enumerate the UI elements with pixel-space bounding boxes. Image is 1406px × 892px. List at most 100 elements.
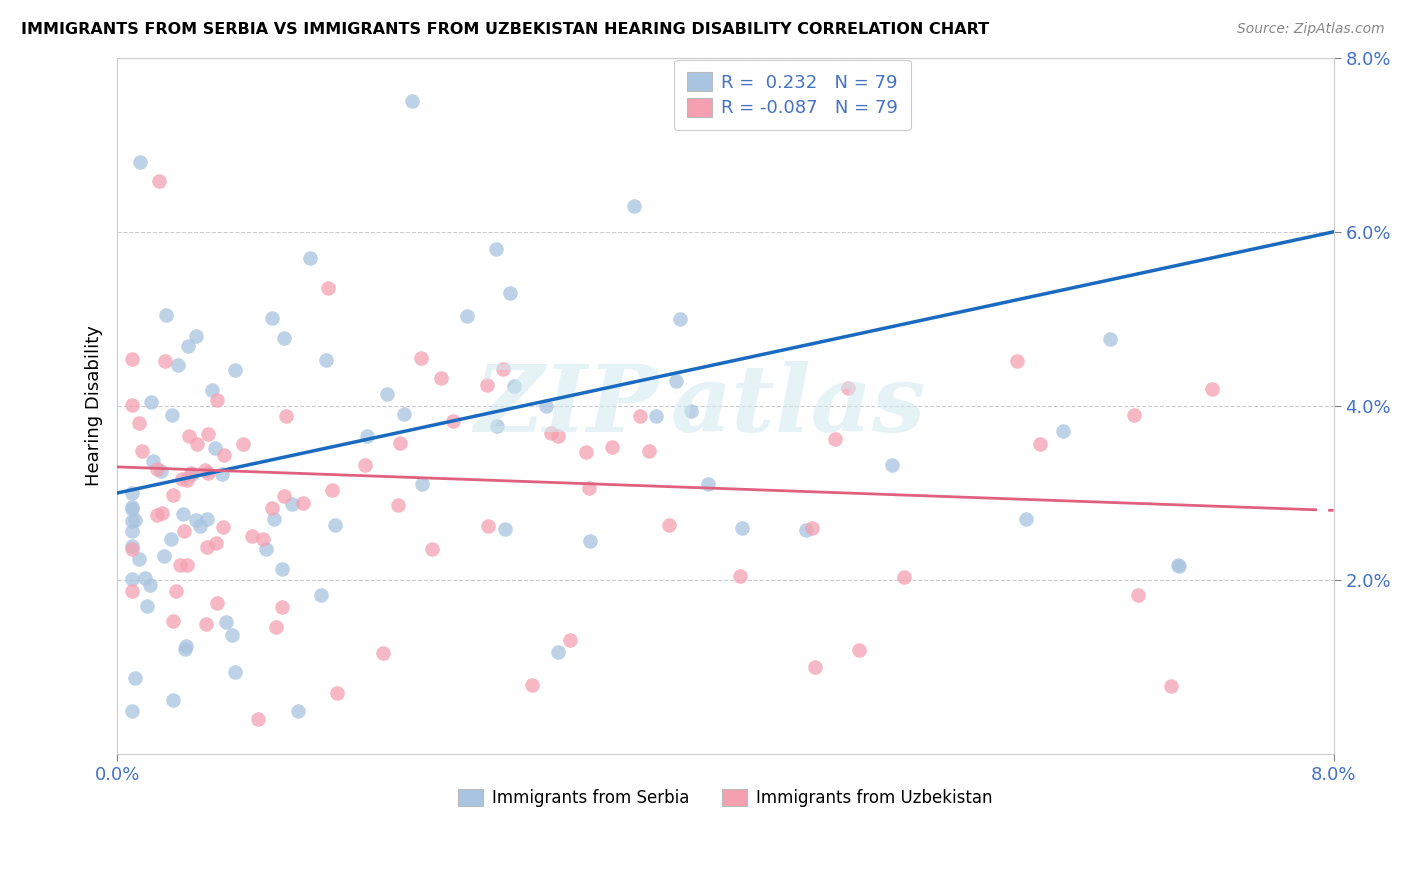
Point — [420, 541, 443, 556]
Point — [211, 467, 233, 481]
Point — [179, 429, 201, 443]
Point — [205, 596, 228, 610]
Point — [121, 541, 143, 556]
Point — [281, 497, 304, 511]
Point — [657, 518, 679, 533]
Point — [146, 508, 169, 522]
Point — [121, 501, 143, 516]
Point — [149, 464, 172, 478]
Point — [146, 462, 169, 476]
Legend: Immigrants from Serbia, Immigrants from Uzbekistan: Immigrants from Serbia, Immigrants from … — [450, 780, 1001, 815]
Point — [273, 489, 295, 503]
Point — [167, 359, 190, 373]
Point — [165, 584, 187, 599]
Point — [1029, 436, 1052, 450]
Point — [172, 507, 194, 521]
Point — [162, 408, 184, 422]
Point — [153, 353, 176, 368]
Point — [252, 533, 274, 547]
Point — [136, 599, 159, 613]
Point — [160, 533, 183, 547]
Point — [214, 448, 236, 462]
Point — [264, 620, 287, 634]
Point — [139, 578, 162, 592]
Point — [273, 331, 295, 345]
Point — [477, 519, 499, 533]
Point — [186, 437, 208, 451]
Point — [121, 352, 143, 367]
Point — [375, 387, 398, 401]
Point — [128, 552, 150, 566]
Point — [728, 569, 751, 583]
Point — [271, 599, 294, 614]
Point — [623, 199, 645, 213]
Point — [195, 540, 218, 554]
Point — [131, 444, 153, 458]
Point — [731, 521, 754, 535]
Point — [124, 513, 146, 527]
Point — [502, 379, 524, 393]
Point — [326, 686, 349, 700]
Point — [232, 437, 254, 451]
Point — [221, 628, 243, 642]
Point — [194, 463, 217, 477]
Point — [224, 665, 246, 679]
Point — [696, 477, 718, 491]
Point — [804, 660, 827, 674]
Point — [1099, 332, 1122, 346]
Point — [240, 529, 263, 543]
Point — [212, 519, 235, 533]
Point — [484, 242, 506, 256]
Point — [494, 522, 516, 536]
Point — [262, 310, 284, 325]
Point — [321, 483, 343, 498]
Point — [315, 352, 337, 367]
Point — [441, 414, 464, 428]
Point — [150, 506, 173, 520]
Point — [354, 458, 377, 472]
Point — [401, 94, 423, 108]
Text: Source: ZipAtlas.com: Source: ZipAtlas.com — [1237, 22, 1385, 37]
Point — [371, 646, 394, 660]
Point — [254, 541, 277, 556]
Text: atlas: atlas — [671, 361, 927, 451]
Point — [824, 432, 846, 446]
Point — [162, 614, 184, 628]
Point — [547, 644, 569, 658]
Text: IMMIGRANTS FROM SERBIA VS IMMIGRANTS FROM UZBEKISTAN HEARING DISABILITY CORRELAT: IMMIGRANTS FROM SERBIA VS IMMIGRANTS FRO… — [21, 22, 990, 37]
Point — [409, 351, 432, 366]
Point — [121, 572, 143, 586]
Point — [323, 517, 346, 532]
Point — [287, 704, 309, 718]
Point — [309, 588, 332, 602]
Point — [186, 329, 208, 343]
Point — [184, 513, 207, 527]
Point — [1201, 382, 1223, 396]
Point — [121, 398, 143, 412]
Point — [181, 467, 204, 481]
Point — [534, 399, 557, 413]
Point — [224, 363, 246, 377]
Point — [801, 521, 824, 535]
Point — [153, 549, 176, 563]
Point — [148, 173, 170, 187]
Point — [292, 496, 315, 510]
Point — [180, 466, 202, 480]
Point — [1126, 588, 1149, 602]
Point — [121, 524, 143, 539]
Point — [276, 409, 298, 423]
Point — [205, 393, 228, 408]
Point — [174, 639, 197, 653]
Point — [1168, 559, 1191, 574]
Point — [394, 407, 416, 421]
Point — [197, 466, 219, 480]
Point — [485, 419, 508, 434]
Point — [128, 417, 150, 431]
Point — [668, 311, 690, 326]
Point — [645, 409, 668, 424]
Y-axis label: Hearing Disability: Hearing Disability — [86, 326, 103, 486]
Point — [121, 500, 143, 514]
Point — [263, 512, 285, 526]
Point — [628, 409, 651, 423]
Point — [298, 251, 321, 265]
